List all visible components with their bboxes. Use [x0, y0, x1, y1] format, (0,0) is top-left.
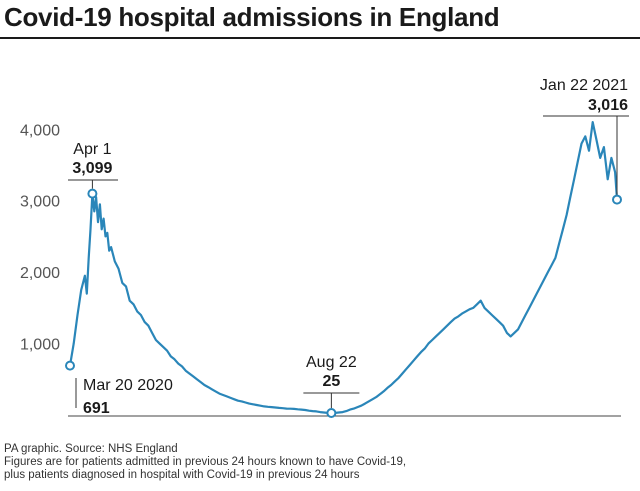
y-tick-label: 2,000 [20, 265, 60, 282]
marker-mar20 [65, 360, 75, 371]
marker-apr1 [87, 188, 98, 199]
marker-jan22 [612, 194, 622, 205]
annotation-value-jan22: 3,016 [588, 97, 628, 114]
source-text: PA graphic. Source: NHS England [4, 443, 178, 455]
annotation-label-mar20: Mar 20 2020 [83, 377, 173, 394]
y-tick-label: 4,000 [20, 122, 60, 139]
annotation-label-jan22: Jan 22 2021 [540, 77, 628, 94]
note-line-2: plus patients diagnosed in hospital with… [4, 469, 360, 481]
annotation-value-mar20: 691 [83, 400, 110, 417]
y-axis: 1,000 2,000 3,000 4,000 [20, 122, 60, 353]
chart-footer: PA graphic. Source: NHS England Figures … [4, 443, 406, 482]
y-tick-label: 1,000 [20, 337, 60, 354]
annotation-label-aug22: Aug 22 [306, 354, 357, 371]
annotation-layer: Mar 20 2020 691 Apr 1 3,099 Aug 22 25 Jan 22 2… [65, 77, 629, 418]
marker-aug22 [326, 408, 337, 418]
annotation-value-aug22: 25 [322, 373, 340, 390]
title-rule [0, 37, 640, 39]
note-line-1: Figures are for patients admitted in pre… [4, 456, 407, 468]
chart-title: Covid-19 hospital admissions in England [4, 2, 500, 32]
y-tick-label: 3,000 [20, 194, 60, 211]
annotation-label-apr1: Apr 1 [73, 141, 111, 158]
annotation-value-apr1: 3,099 [72, 160, 112, 177]
